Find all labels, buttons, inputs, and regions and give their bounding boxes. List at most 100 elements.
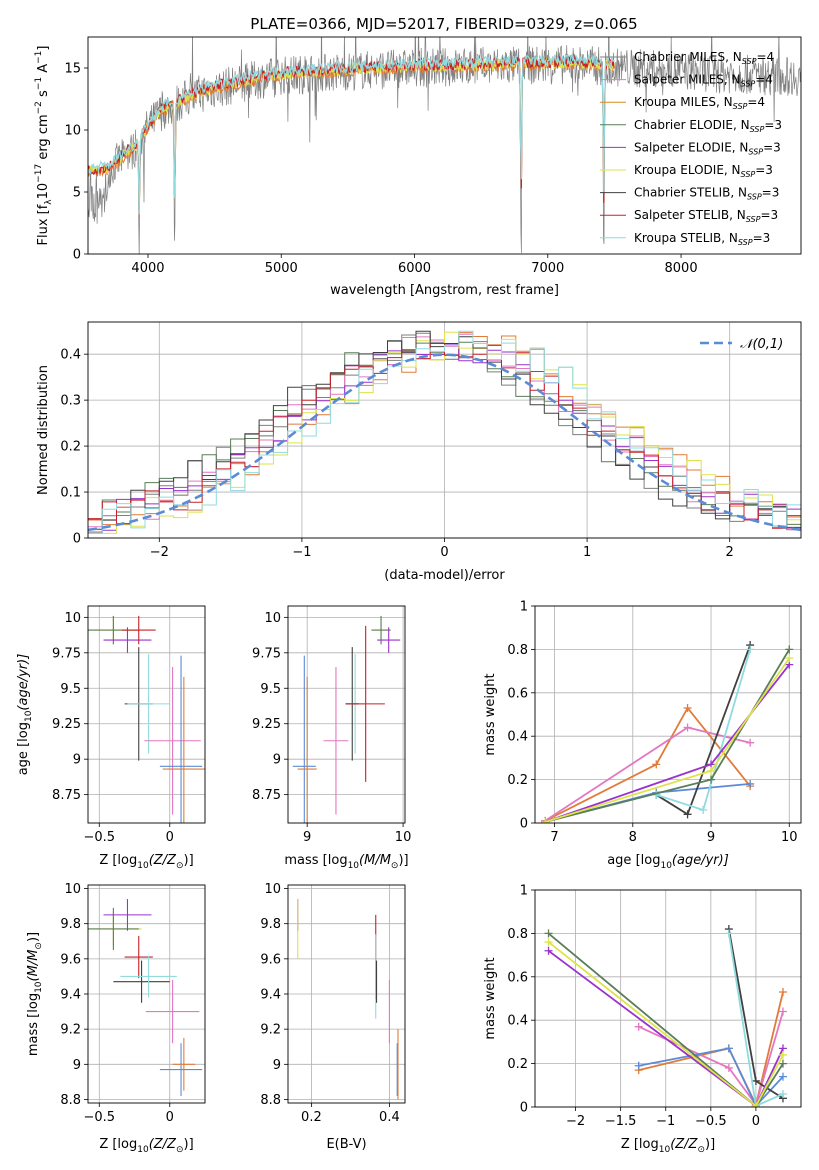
- y-tick-label: 1: [520, 600, 528, 615]
- y-tick-label: 9.6: [260, 952, 281, 967]
- y-axis-label: mass [log10(M/M⊙)]: [26, 932, 44, 1056]
- x-tick-label: 10: [395, 830, 412, 845]
- y-tick-label: 1: [520, 884, 528, 899]
- weight-marker: [544, 938, 553, 947]
- x-tick-label: −1.5: [605, 1114, 637, 1129]
- y-tick-label: 0.2: [507, 773, 528, 788]
- y-tick-label: 10: [64, 611, 81, 626]
- y-tick-label: 10: [64, 882, 81, 897]
- histogram-series: [88, 330, 801, 534]
- y-tick-label: 10: [264, 611, 281, 626]
- weight-marker: [634, 1061, 643, 1070]
- y-axis-label: Flux [fλ10−17 erg cm−2 s−1 A−1]: [34, 46, 54, 246]
- weight-marker: [724, 1044, 733, 1053]
- axes-frame: [87, 884, 206, 1104]
- x-tick-label: 2: [726, 545, 734, 560]
- y-tick-label: 15: [64, 62, 81, 77]
- x-tick-label: −0.5: [83, 1110, 115, 1125]
- x-axis-label: mass [log10(M/M⊙)]: [284, 853, 408, 871]
- weight-marker: [778, 1089, 787, 1098]
- x-tick-label: 9: [707, 830, 715, 845]
- x-axis-label: Z [log10(Z/Z⊙)]: [621, 1137, 715, 1155]
- y-tick-label: 0.8: [507, 927, 528, 942]
- y-tick-label: 5: [73, 186, 81, 201]
- weight-marker: [785, 654, 794, 663]
- y-tick-label: 0.4: [507, 1014, 528, 1029]
- y-tick-label: 0.2: [507, 1057, 528, 1072]
- weight-marker: [724, 1063, 733, 1072]
- y-tick-label: 0.6: [507, 686, 528, 701]
- x-tick-label: 8000: [665, 261, 698, 276]
- legend-label: Salpeter MILES, NSSP=4: [634, 73, 773, 89]
- y-axis-label: age [log10(age/yr)]: [16, 654, 34, 776]
- mass-vs-metallicity-panel: −0.5 0 8.8 9 9.2 9.4 9.6 9.8 10 Z [log10(Z/Z⊙)] ma…: [26, 882, 206, 1155]
- y-tick-label: 9.2: [260, 1023, 281, 1038]
- x-tick-label: 0: [440, 545, 448, 560]
- x-tick-label: 4000: [131, 261, 164, 276]
- y-axis-label: mass weight: [483, 957, 498, 1039]
- x-tick-label: −1: [656, 1114, 675, 1129]
- legend-label: 𝒩(0,1): [740, 337, 783, 352]
- weight-marker: [778, 1059, 787, 1068]
- weight-marker: [778, 987, 787, 996]
- x-tick-label: −0.5: [695, 1114, 727, 1129]
- weight-marker: [652, 760, 661, 769]
- legend-label: Kroupa MILES, NSSP=4: [634, 95, 765, 111]
- x-tick-label: 9: [303, 830, 311, 845]
- y-tick-label: 0.8: [507, 643, 528, 658]
- age-vs-mass-panel: 9 10 8.75 9 9.25 9.5 9.75 10 mass [log10(M/M⊙)]: [252, 605, 412, 871]
- x-tick-label: 0.2: [301, 1110, 322, 1125]
- weight-marker: [778, 1072, 787, 1081]
- y-tick-label: 8.8: [260, 1093, 281, 1108]
- x-tick-label: 5000: [265, 261, 298, 276]
- y-tick-label: 8.8: [60, 1093, 81, 1108]
- spectrum-legend: Chabrier MILES, NSSP=4 Salpeter MILES, NS…: [600, 50, 782, 247]
- weight-marker: [785, 645, 794, 654]
- weight-marker: [699, 805, 708, 814]
- spectrum-panel: 4000 5000 6000 7000 8000 0 5 10 15 wavelength [An…: [34, 36, 802, 298]
- weight-vs-metallicity-panel: −2 −1.5 −1 −0.5 0 0 0.2 0.4 0.6 0.8 1 Z [log10(Z/Z⊙…: [483, 884, 802, 1155]
- figure-title: PLATE=0366, MJD=52017, FIBERID=0329, z=0…: [250, 15, 637, 33]
- y-tick-label: 9.8: [60, 917, 81, 932]
- weight-vs-age-panel: 7 8 9 10 0 0.2 0.4 0.6 0.8 1 age [log10(age/yr)] ma…: [483, 600, 802, 871]
- weight-marker: [746, 645, 755, 654]
- y-tick-label: 8.75: [252, 788, 281, 803]
- x-tick-label: 10: [781, 830, 798, 845]
- legend-label: Chabrier STELIB, NSSP=3: [634, 186, 779, 202]
- weight-marker: [724, 929, 733, 938]
- y-tick-label: 9.8: [260, 917, 281, 932]
- y-tick-label: 9.2: [60, 1023, 81, 1038]
- mass-vs-ebv-panel: 0.2 0.4 8.8 9 9.2 9.4 9.6 9.8 10 E(B-V): [260, 882, 406, 1152]
- x-tick-label: 0: [166, 830, 174, 845]
- y-tick-label: 0.4: [507, 730, 528, 745]
- weight-marker: [778, 1007, 787, 1016]
- y-tick-label: 9.5: [60, 682, 81, 697]
- axes-frame: [87, 321, 802, 539]
- x-tick-label: 7000: [531, 261, 564, 276]
- y-tick-label: 9: [273, 753, 281, 768]
- weight-marker: [778, 1050, 787, 1059]
- weight-marker: [634, 1022, 643, 1031]
- y-tick-label: 0.3: [60, 394, 81, 409]
- y-tick-label: 0.1: [60, 486, 81, 501]
- axes-frame: [287, 884, 406, 1104]
- y-axis-label: Normed distribution: [36, 365, 51, 495]
- axes-frame: [87, 605, 206, 824]
- weight-marker: [683, 810, 692, 819]
- y-tick-label: 9: [73, 753, 81, 768]
- x-axis-label: wavelength [Angstrom, rest frame]: [330, 283, 559, 298]
- x-tick-label: −2: [150, 545, 169, 560]
- weight-marker: [746, 779, 755, 788]
- axes-frame: [87, 36, 802, 255]
- x-axis-label: age [log10(age/yr)]: [607, 853, 729, 871]
- y-tick-label: 9.6: [60, 952, 81, 967]
- y-tick-label: 9.4: [60, 988, 81, 1003]
- legend-label: Chabrier ELODIE, NSSP=3: [634, 118, 782, 134]
- legend-label: Kroupa STELIB, NSSP=3: [634, 231, 770, 247]
- weight-marker: [751, 1101, 760, 1107]
- weight-marker: [683, 703, 692, 712]
- x-tick-label: −1: [292, 545, 311, 560]
- age-vs-metallicity-panel: −0.5 0 8.75 9 9.25 9.5 9.75 10 Z [log10(Z/Z⊙)] ag…: [16, 605, 206, 871]
- y-tick-label: 0: [520, 1101, 528, 1116]
- weight-marker: [746, 738, 755, 747]
